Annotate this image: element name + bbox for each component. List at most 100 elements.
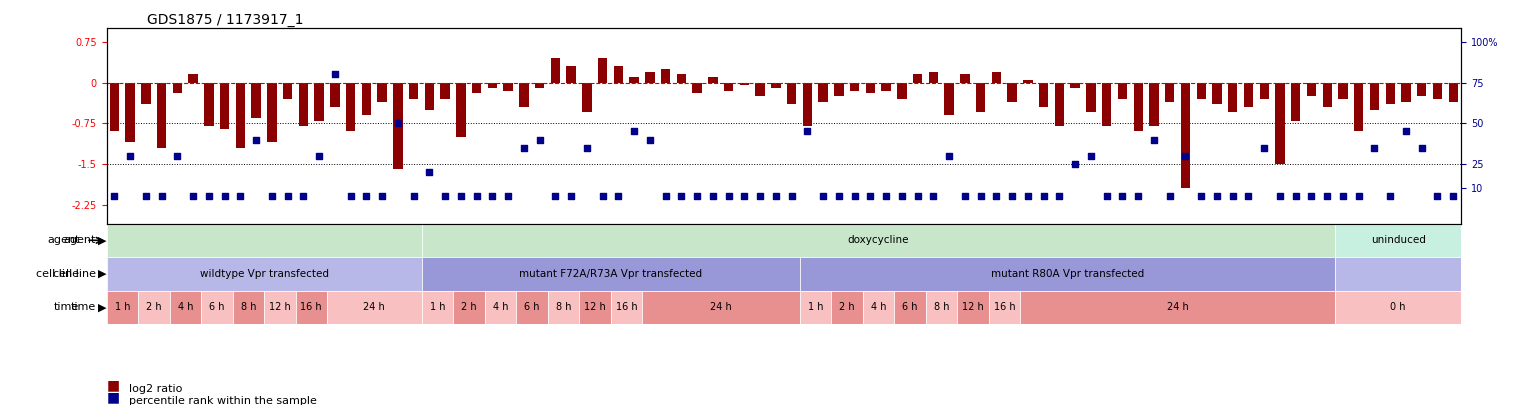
Point	[858, 193, 883, 200]
Bar	[740, 83, 749, 85]
Bar	[566, 66, 575, 83]
Point	[1110, 193, 1134, 200]
Text: 12 h: 12 h	[584, 302, 606, 312]
Bar	[866, 83, 875, 94]
Bar	[472, 83, 481, 94]
Bar	[534, 83, 545, 88]
Text: 24 h: 24 h	[1167, 302, 1189, 312]
Point	[685, 193, 709, 200]
Point	[606, 193, 630, 200]
FancyBboxPatch shape	[925, 290, 957, 324]
Point	[906, 193, 930, 200]
Text: 16 h: 16 h	[994, 302, 1015, 312]
FancyBboxPatch shape	[1020, 290, 1335, 324]
Point	[1236, 193, 1260, 200]
Text: cell line: cell line	[53, 269, 96, 279]
Point	[1047, 193, 1071, 200]
Point	[1315, 193, 1339, 200]
Text: log2 ratio: log2 ratio	[129, 384, 183, 394]
Point	[1158, 193, 1183, 200]
FancyBboxPatch shape	[327, 290, 422, 324]
Bar	[1449, 83, 1458, 102]
Bar	[236, 83, 245, 148]
Bar	[1164, 83, 1175, 102]
Point	[1330, 193, 1355, 200]
Bar	[487, 83, 498, 88]
Point	[1079, 153, 1103, 159]
Point	[307, 153, 332, 159]
Bar	[1402, 83, 1411, 102]
Point	[496, 193, 521, 200]
Bar	[519, 83, 528, 107]
Point	[402, 193, 426, 200]
FancyBboxPatch shape	[263, 290, 295, 324]
Bar	[1212, 83, 1222, 104]
FancyBboxPatch shape	[233, 290, 263, 324]
FancyBboxPatch shape	[989, 290, 1020, 324]
Point	[921, 193, 945, 200]
Bar	[1181, 83, 1190, 188]
FancyBboxPatch shape	[107, 290, 139, 324]
Bar	[787, 83, 796, 104]
Point	[1425, 193, 1449, 200]
Point	[543, 193, 568, 200]
Point	[670, 193, 694, 200]
Bar	[425, 83, 434, 110]
Point	[1205, 193, 1230, 200]
Point	[1409, 145, 1434, 151]
Bar	[251, 83, 260, 118]
Text: 1 h: 1 h	[114, 302, 129, 312]
Text: 6 h: 6 h	[524, 302, 540, 312]
Point	[1189, 193, 1213, 200]
Point	[432, 193, 457, 200]
Point	[275, 193, 300, 200]
Bar	[1323, 83, 1332, 107]
Point	[1094, 193, 1119, 200]
Point	[591, 193, 615, 200]
Text: 4 h: 4 h	[871, 302, 886, 312]
Point	[228, 193, 253, 200]
Bar	[724, 83, 734, 91]
Point	[1253, 145, 1277, 151]
Bar	[1385, 83, 1396, 104]
Text: 2 h: 2 h	[146, 302, 161, 312]
Bar	[1102, 83, 1111, 126]
Bar	[992, 72, 1001, 83]
Point	[149, 193, 174, 200]
Point	[213, 193, 237, 200]
Point	[119, 153, 143, 159]
Bar	[1307, 83, 1317, 96]
Point	[464, 193, 489, 200]
Bar	[110, 83, 119, 131]
Bar	[189, 75, 198, 83]
FancyBboxPatch shape	[454, 290, 484, 324]
Point	[843, 193, 868, 200]
FancyBboxPatch shape	[1335, 257, 1461, 290]
Bar	[157, 83, 166, 148]
FancyBboxPatch shape	[548, 290, 578, 324]
FancyBboxPatch shape	[957, 290, 989, 324]
Text: 2 h: 2 h	[839, 302, 855, 312]
Point	[1221, 193, 1245, 200]
Text: mutant F72A/R73A Vpr transfected: mutant F72A/R73A Vpr transfected	[519, 269, 702, 279]
Point	[1000, 193, 1024, 200]
Text: GDS1875 / 1173917_1: GDS1875 / 1173917_1	[148, 13, 304, 27]
Text: ▶: ▶	[97, 302, 107, 312]
Bar	[1040, 83, 1049, 107]
Point	[953, 193, 977, 200]
Point	[528, 136, 552, 143]
Point	[134, 193, 158, 200]
Point	[244, 136, 268, 143]
Bar	[819, 83, 828, 102]
Point	[1062, 161, 1087, 167]
Point	[370, 193, 394, 200]
Point	[874, 193, 898, 200]
Text: uninduced: uninduced	[1371, 235, 1426, 245]
Bar	[1228, 83, 1237, 113]
Bar	[283, 83, 292, 99]
Bar	[1070, 83, 1081, 88]
Point	[511, 145, 536, 151]
Text: mutant R80A Vpr transfected: mutant R80A Vpr transfected	[991, 269, 1145, 279]
Bar	[551, 58, 560, 83]
Point	[575, 145, 600, 151]
